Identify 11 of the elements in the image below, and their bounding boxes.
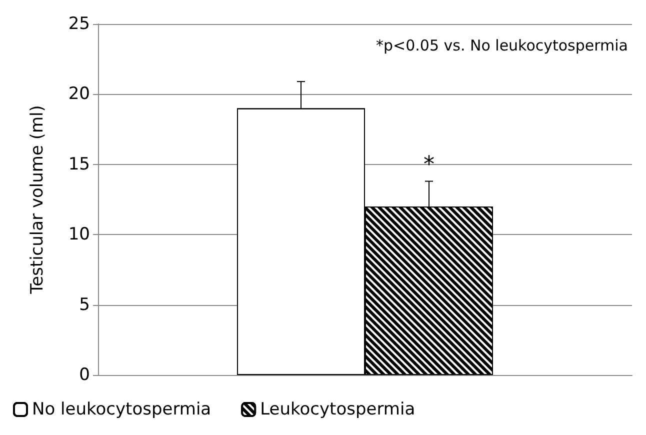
legend-label: Leukocytospermia xyxy=(260,400,416,420)
y-tick-label: 10 xyxy=(68,224,90,245)
y-axis-title: Testicular volume (ml) xyxy=(28,105,48,295)
y-tick-label: 20 xyxy=(68,84,90,104)
y-tick-label: 15 xyxy=(68,154,90,174)
legend-label: No leukocytospermia xyxy=(32,400,212,420)
y-tick-label: 5 xyxy=(79,294,90,315)
annotation: *p<0.05 vs. No leukocytospermia xyxy=(376,36,628,54)
annotation: * xyxy=(424,152,434,178)
y-tick-label: 25 xyxy=(68,14,90,34)
y-tick-label: 0 xyxy=(79,365,90,385)
